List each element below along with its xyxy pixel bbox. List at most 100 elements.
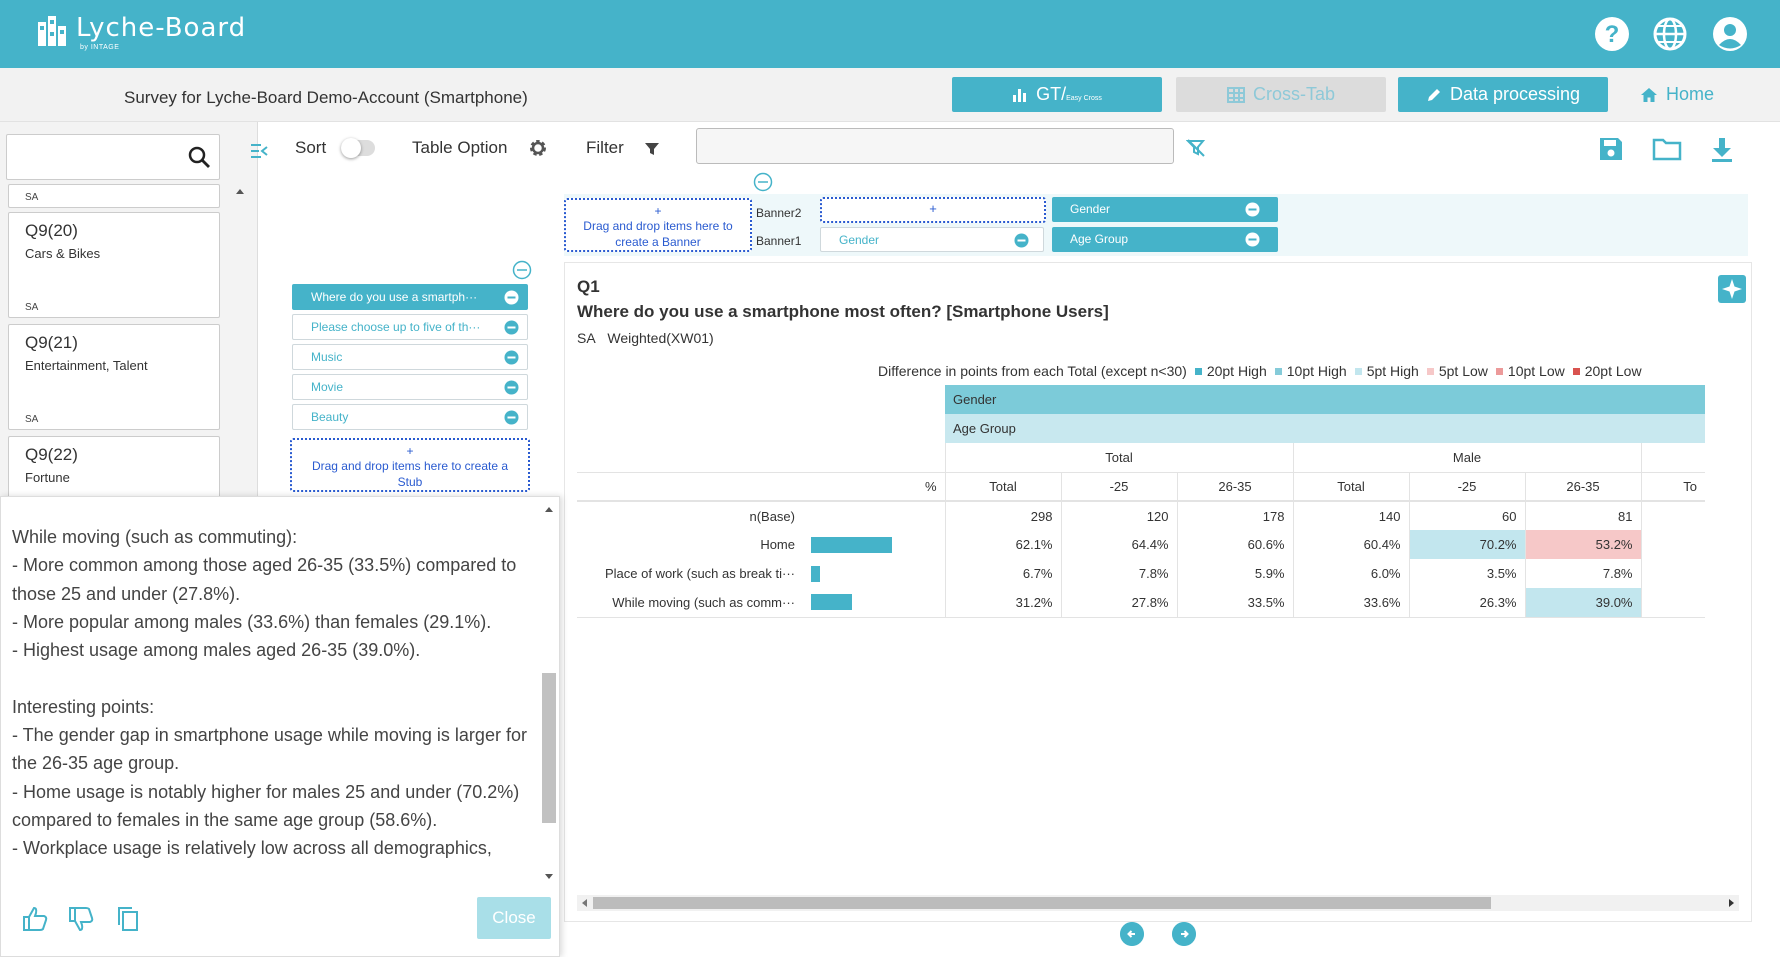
stub-item-music[interactable]: Music bbox=[292, 344, 528, 370]
download-icon[interactable] bbox=[1710, 137, 1734, 163]
gear-icon[interactable] bbox=[528, 138, 548, 158]
chip-label: Age Group bbox=[1070, 232, 1129, 246]
question-card[interactable]: Q9(21) Entertainment, Talent SA bbox=[8, 324, 220, 430]
table-cell: 140 bbox=[1292, 501, 1409, 530]
folder-icon[interactable] bbox=[1652, 137, 1682, 161]
column-header[interactable]: Total bbox=[1292, 472, 1409, 502]
banner1-chip-gender[interactable]: Gender bbox=[820, 227, 1044, 252]
question-type: SA bbox=[25, 192, 39, 203]
svg-text:?: ? bbox=[1605, 21, 1620, 48]
banner-dropzone[interactable]: + Drag and drop items here to create a B… bbox=[564, 198, 752, 252]
globe-icon[interactable] bbox=[1652, 16, 1688, 52]
legend-item: 10pt High bbox=[1286, 363, 1347, 379]
table-row[interactable]: Home 62.1% 64.4% 60.6% 60.4% 70.2% 53.2% bbox=[577, 530, 1705, 559]
scrollbar-thumb[interactable] bbox=[542, 673, 556, 823]
table-cell: 5.9% bbox=[1176, 559, 1293, 588]
save-icon[interactable] bbox=[1598, 136, 1624, 162]
collapse-sidebar-icon[interactable] bbox=[249, 142, 269, 160]
table-cell: 60.4% bbox=[1292, 530, 1409, 559]
crosstab-table: Gender Age Group Total Male % Total -25 … bbox=[577, 385, 1705, 618]
cross-tab-button[interactable]: Cross-Tab bbox=[1176, 77, 1386, 112]
stub-item-label: Music bbox=[311, 350, 343, 364]
home-button[interactable]: Home bbox=[1622, 77, 1732, 112]
remove-icon[interactable] bbox=[1014, 233, 1029, 248]
filter-icon[interactable] bbox=[644, 141, 660, 157]
column-header[interactable]: To bbox=[1640, 472, 1705, 502]
ai-insight-button[interactable] bbox=[1718, 275, 1746, 303]
data-processing-button[interactable]: Data processing bbox=[1398, 77, 1608, 112]
collapse-banner-icon[interactable] bbox=[753, 172, 773, 192]
popup-footer: Close bbox=[1, 887, 559, 957]
search-icon[interactable] bbox=[187, 145, 211, 169]
table-horizontal-scrollbar[interactable] bbox=[577, 895, 1739, 911]
column-header[interactable]: 26-35 bbox=[1524, 472, 1641, 502]
question-card[interactable]: SA bbox=[8, 184, 220, 208]
scroll-down-icon[interactable] bbox=[544, 873, 554, 881]
scroll-right-icon[interactable] bbox=[1726, 898, 1736, 908]
question-id: Q1 bbox=[577, 277, 600, 296]
remove-icon[interactable] bbox=[504, 350, 519, 365]
stub-item-choose-five[interactable]: Please choose up to five of th··· bbox=[292, 314, 528, 340]
banner1-chip-age-group[interactable]: Age Group bbox=[1052, 227, 1278, 252]
significance-legend: Difference in points from each Total (ex… bbox=[878, 363, 1642, 379]
thumbs-down-icon[interactable] bbox=[67, 905, 95, 933]
user-icon[interactable] bbox=[1712, 16, 1748, 52]
remove-icon[interactable] bbox=[1245, 232, 1260, 247]
clear-filter-icon[interactable] bbox=[1186, 138, 1206, 158]
table-cell: 81 bbox=[1524, 501, 1641, 530]
remove-icon[interactable] bbox=[504, 410, 519, 425]
collapse-stub-icon[interactable] bbox=[512, 260, 532, 280]
stub-item-movie[interactable]: Movie bbox=[292, 374, 528, 400]
close-button[interactable]: Close bbox=[477, 897, 551, 939]
legend-item: 5pt High bbox=[1366, 363, 1419, 379]
column-header[interactable]: Total bbox=[944, 472, 1061, 502]
banner2-chip-gender[interactable]: Gender bbox=[1052, 197, 1278, 222]
question-card[interactable]: Q9(20) Cars & Bikes SA bbox=[8, 212, 220, 318]
scroll-up-icon[interactable] bbox=[544, 505, 554, 513]
stub-item-where-smartphone[interactable]: Where do you use a smartph··· bbox=[292, 284, 528, 310]
table-option-label[interactable]: Table Option bbox=[412, 138, 508, 157]
table-row[interactable]: While moving (such as comm··· 31.2% 27.8% 3… bbox=[577, 588, 1705, 618]
sidebar-scrollbar[interactable] bbox=[230, 182, 250, 482]
help-icon[interactable]: ? bbox=[1594, 16, 1630, 52]
row-bar-cell bbox=[803, 530, 913, 559]
scroll-up-icon[interactable] bbox=[230, 184, 250, 198]
next-page-icon[interactable] bbox=[1172, 922, 1196, 946]
popup-scrollbar[interactable] bbox=[541, 497, 557, 883]
filter-input[interactable] bbox=[696, 128, 1174, 164]
remove-icon[interactable] bbox=[1245, 202, 1260, 217]
scroll-left-icon[interactable] bbox=[580, 898, 590, 908]
table-row[interactable]: n(Base) 298 120 178 140 60 81 bbox=[577, 501, 1705, 530]
stub-item-beauty[interactable]: Beauty bbox=[292, 404, 528, 430]
gt-easy-cross-button[interactable]: GT/Easy Cross bbox=[952, 77, 1162, 112]
question-search-input[interactable] bbox=[6, 134, 220, 180]
header-row-age: Age Group bbox=[577, 414, 1705, 443]
table-cell: 6.7% bbox=[944, 559, 1061, 588]
question-title: Where do you use a smartphone most often… bbox=[577, 302, 1109, 321]
table-row[interactable]: Place of work (such as break ti··· 6.7% 7.… bbox=[577, 559, 1705, 588]
column-header[interactable]: -25 bbox=[1060, 472, 1177, 502]
remove-icon[interactable] bbox=[504, 290, 519, 305]
scrollbar-thumb[interactable] bbox=[593, 897, 1491, 909]
home-label: Home bbox=[1665, 84, 1714, 104]
header-row-groups: Total Male bbox=[577, 443, 1705, 473]
filter-label: Filter bbox=[586, 138, 624, 157]
copy-icon[interactable] bbox=[115, 905, 141, 933]
bar-chart-icon bbox=[1013, 88, 1027, 102]
question-number: Q9(22) bbox=[25, 445, 78, 464]
ai-insight-popup: While moving (such as commuting): - More… bbox=[0, 496, 560, 957]
legend-intro: Difference in points from each Total (ex… bbox=[878, 363, 1187, 379]
stub-dropzone[interactable]: + Drag and drop items here to create a S… bbox=[290, 438, 530, 492]
column-header[interactable]: 26-35 bbox=[1176, 472, 1293, 502]
header-gender: Gender bbox=[945, 385, 1705, 414]
prev-page-icon[interactable] bbox=[1120, 922, 1144, 946]
app-logo[interactable]: Lyche-Board by INTAGE bbox=[36, 14, 246, 51]
remove-icon[interactable] bbox=[504, 380, 519, 395]
thumbs-up-icon[interactable] bbox=[21, 905, 49, 933]
banner2-dropzone[interactable]: + bbox=[820, 197, 1046, 223]
sort-toggle[interactable] bbox=[341, 138, 375, 158]
column-header[interactable]: -25 bbox=[1408, 472, 1525, 502]
remove-icon[interactable] bbox=[504, 320, 519, 335]
table-icon bbox=[1226, 86, 1245, 103]
data-processing-label: Data processing bbox=[1449, 84, 1581, 104]
